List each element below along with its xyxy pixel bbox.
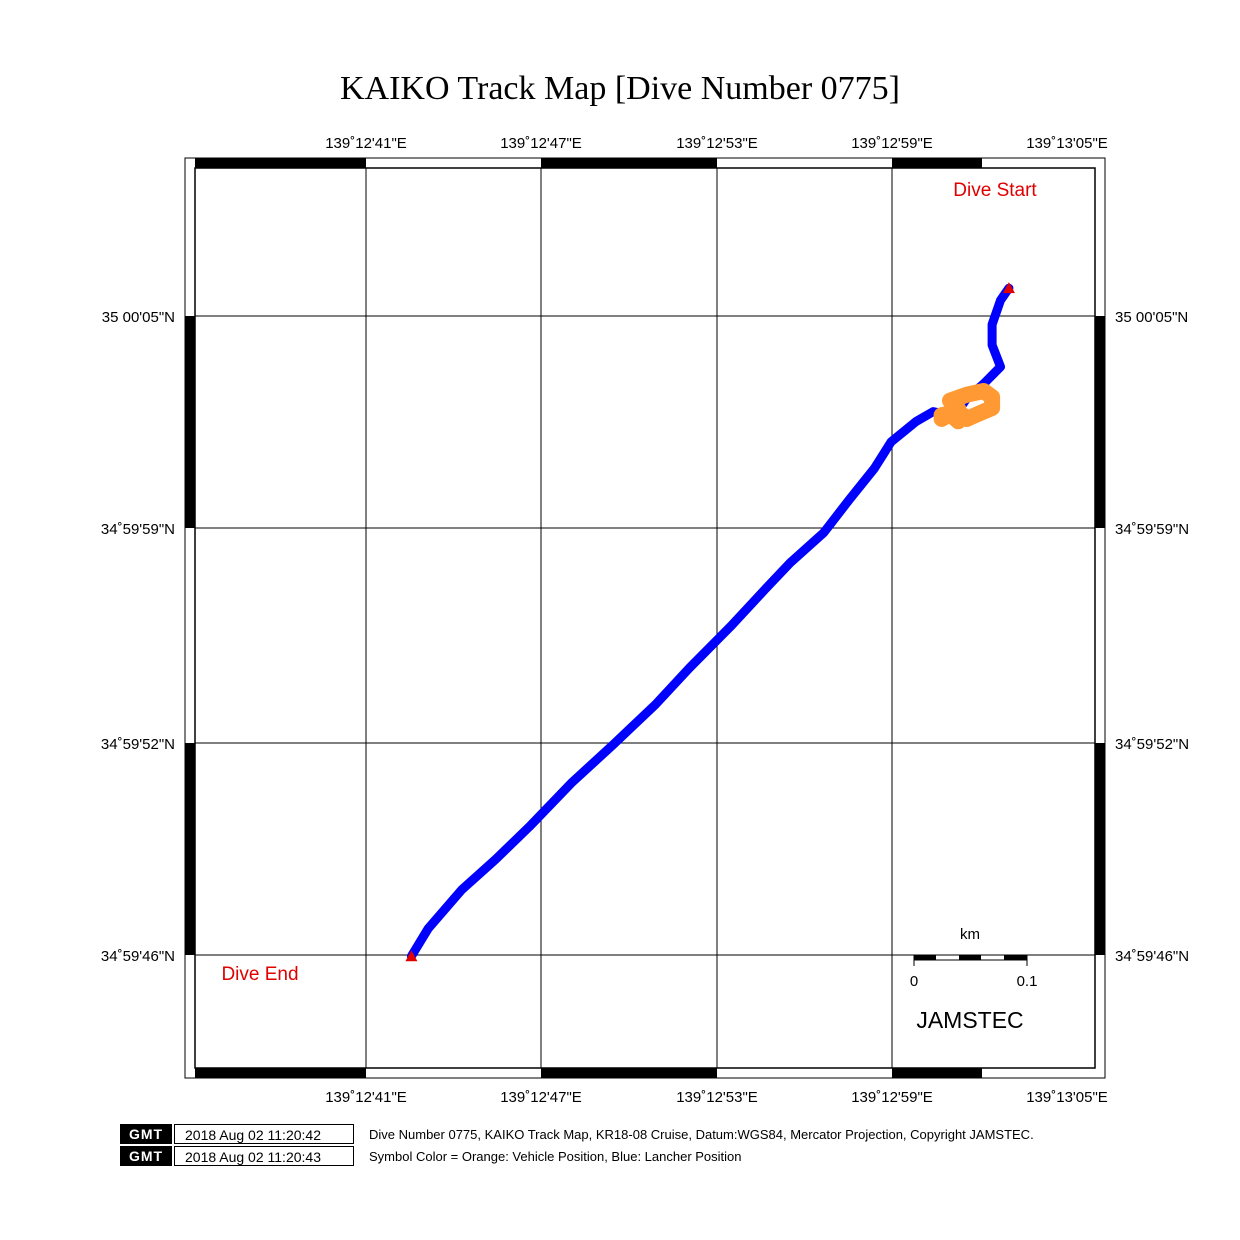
gmt-logo-1: GMT — [120, 1124, 172, 1144]
latitude-labels-right: 35 00'05"N 34˚59'59"N 34˚59'52"N 34˚59'4… — [1115, 309, 1189, 965]
lon-label-bottom-3: 139˚12'59"E — [851, 1089, 933, 1106]
lon-label-bottom-4: 139˚13'05"E — [1026, 1089, 1108, 1106]
dive-start-marker — [1002, 282, 1015, 294]
lon-label-top-3: 139˚12'59"E — [851, 135, 933, 152]
scale-start: 0 — [910, 973, 918, 990]
dive-end-marker — [405, 950, 418, 962]
lat-label-right-3: 34˚59'46"N — [1115, 948, 1189, 965]
lat-label-right-1: 34˚59'59"N — [1115, 521, 1189, 538]
caption-line-1: Dive Number 0775, KAIKO Track Map, KR18-… — [369, 1127, 1034, 1142]
scale-bar: km 0 0.1 — [910, 926, 1038, 990]
latitude-labels-left: 35 00'05"N 34˚59'59"N 34˚59'52"N 34˚59'4… — [101, 309, 175, 965]
scale-end: 0.1 — [1017, 973, 1038, 990]
lon-label-top-2: 139˚12'53"E — [676, 135, 758, 152]
lat-label-left-3: 34˚59'46"N — [101, 948, 175, 965]
tracks — [405, 282, 1015, 962]
scale-unit: km — [960, 926, 980, 943]
map-frame — [184, 157, 1106, 1079]
gmt-logo-2: GMT — [120, 1146, 172, 1166]
lon-label-top-0: 139˚12'41"E — [325, 135, 407, 152]
lat-label-left-1: 34˚59'59"N — [101, 521, 175, 538]
lon-label-top-4: 139˚13'05"E — [1026, 135, 1108, 152]
lancher-track — [406, 283, 1014, 961]
timestamp-2: 2018 Aug 02 11:20:43 — [174, 1146, 354, 1166]
longitude-labels-bottom: 139˚12'41"E 139˚12'47"E 139˚12'53"E 139˚… — [325, 1089, 1108, 1106]
lon-label-bottom-2: 139˚12'53"E — [676, 1089, 758, 1106]
lon-label-top-1: 139˚12'47"E — [500, 135, 582, 152]
map-title: KAIKO Track Map [Dive Number 0775] — [340, 70, 900, 107]
lat-label-left-2: 34˚59'52"N — [101, 736, 175, 753]
lat-label-right-2: 34˚59'52"N — [1115, 736, 1189, 753]
dive-end-label: Dive End — [221, 964, 298, 985]
caption-line-2: Symbol Color = Orange: Vehicle Position,… — [369, 1149, 742, 1164]
longitude-labels-top: 139˚12'41"E 139˚12'47"E 139˚12'53"E 139˚… — [325, 135, 1108, 152]
lat-label-left-0: 35 00'05"N — [102, 309, 175, 326]
lat-label-right-0: 35 00'05"N — [1115, 309, 1188, 326]
vehicle-track — [933, 383, 1001, 430]
timestamp-1: 2018 Aug 02 11:20:42 — [174, 1124, 354, 1144]
lon-label-bottom-1: 139˚12'47"E — [500, 1089, 582, 1106]
map-grid — [195, 168, 1095, 1068]
lon-label-bottom-0: 139˚12'41"E — [325, 1089, 407, 1106]
dive-start-label: Dive Start — [953, 180, 1037, 201]
credit-label: JAMSTEC — [916, 1007, 1023, 1033]
